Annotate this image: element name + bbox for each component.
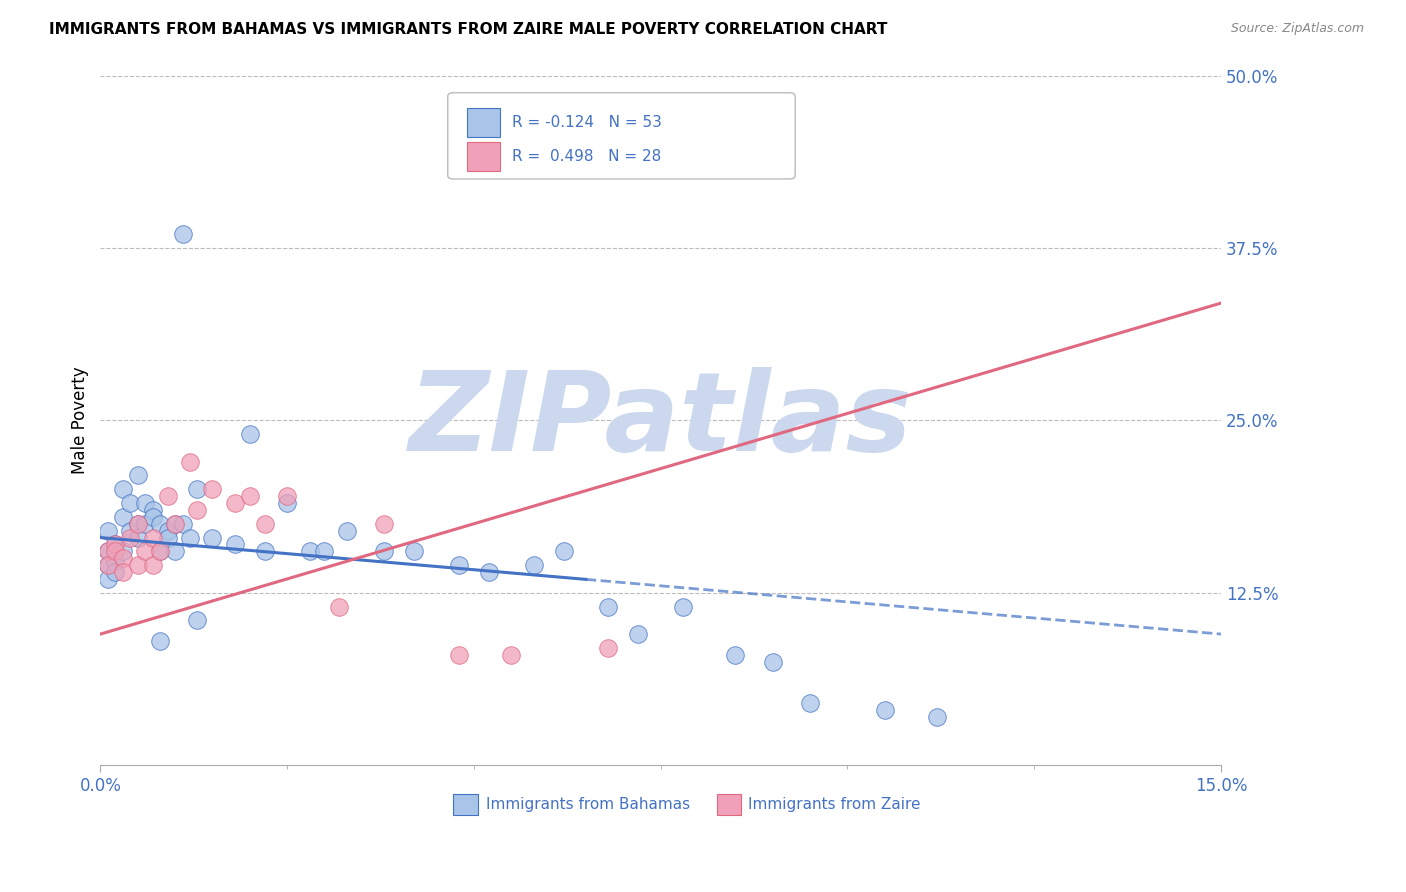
Point (97, 558, 120, 573)
Point (186, 503, 208, 517)
Point (186, 613, 208, 627)
Text: Immigrants from Bahamas: Immigrants from Bahamas (486, 797, 690, 812)
Point (127, 516, 149, 531)
Point (627, 627, 650, 641)
Point (142, 531, 165, 545)
Y-axis label: Male Poverty: Male Poverty (72, 367, 89, 475)
Point (104, 537, 127, 551)
Point (702, 145, 724, 159)
Point (97, 572, 120, 586)
Point (328, 599, 350, 614)
Point (553, 544, 575, 558)
Point (447, 558, 470, 573)
Point (127, 531, 149, 545)
Point (134, 496, 156, 510)
Point (156, 524, 179, 538)
FancyBboxPatch shape (447, 93, 796, 179)
Point (111, 565, 134, 579)
Point (179, 531, 201, 545)
Point (598, 599, 620, 614)
Point (239, 489, 262, 503)
Point (142, 558, 165, 573)
Point (97, 558, 120, 573)
Point (156, 531, 179, 545)
Point (172, 227, 194, 241)
Point (523, 558, 546, 573)
Text: IMMIGRANTS FROM BAHAMAS VS IMMIGRANTS FROM ZAIRE MALE POVERTY CORRELATION CHART: IMMIGRANTS FROM BAHAMAS VS IMMIGRANTS FR… (49, 22, 887, 37)
Point (298, 544, 321, 558)
Point (447, 648, 470, 662)
Point (724, 648, 747, 662)
Point (120, 524, 142, 538)
Point (276, 496, 298, 510)
Point (127, 558, 149, 573)
Bar (467, 143, 501, 171)
Text: Source: ZipAtlas.com: Source: ZipAtlas.com (1230, 22, 1364, 36)
Point (111, 483, 134, 497)
Point (149, 544, 172, 558)
Point (314, 544, 336, 558)
Point (165, 544, 187, 558)
Point (186, 483, 208, 497)
Point (276, 489, 298, 503)
Bar (453, 794, 478, 814)
Bar (467, 108, 501, 136)
Point (134, 544, 156, 558)
Text: Immigrants from Zaire: Immigrants from Zaire (748, 797, 921, 812)
Point (165, 516, 187, 531)
Point (799, 696, 821, 710)
Point (598, 640, 620, 655)
Point (120, 531, 142, 545)
Point (104, 544, 127, 558)
Point (149, 516, 172, 531)
Point (142, 503, 165, 517)
Point (373, 516, 395, 531)
Point (111, 509, 134, 524)
Point (111, 551, 134, 566)
Point (873, 703, 896, 717)
Point (201, 483, 224, 497)
Point (104, 537, 127, 551)
Point (97, 544, 120, 558)
Point (404, 544, 426, 558)
Point (373, 544, 395, 558)
Text: R =  0.498   N = 28: R = 0.498 N = 28 (512, 149, 661, 164)
Text: R = -0.124   N = 53: R = -0.124 N = 53 (512, 115, 661, 130)
Point (127, 516, 149, 531)
Point (179, 455, 201, 469)
Point (149, 544, 172, 558)
Point (253, 516, 276, 531)
Point (478, 565, 501, 579)
Point (97, 544, 120, 558)
Point (336, 524, 359, 538)
Point (501, 648, 523, 662)
Point (104, 554, 127, 568)
Text: ZIPatlas: ZIPatlas (409, 367, 912, 474)
Point (672, 599, 695, 614)
Point (127, 468, 149, 483)
Point (104, 565, 127, 579)
Point (762, 655, 785, 669)
Point (97, 524, 120, 538)
Point (927, 710, 949, 724)
Point (172, 516, 194, 531)
Point (149, 634, 172, 648)
Point (201, 531, 224, 545)
Point (111, 544, 134, 558)
Point (165, 516, 187, 531)
Point (134, 516, 156, 531)
Point (224, 496, 246, 510)
Point (239, 427, 262, 442)
Point (120, 496, 142, 510)
Point (156, 489, 179, 503)
Bar (717, 794, 741, 814)
Point (142, 509, 165, 524)
Point (224, 537, 246, 551)
Point (253, 544, 276, 558)
